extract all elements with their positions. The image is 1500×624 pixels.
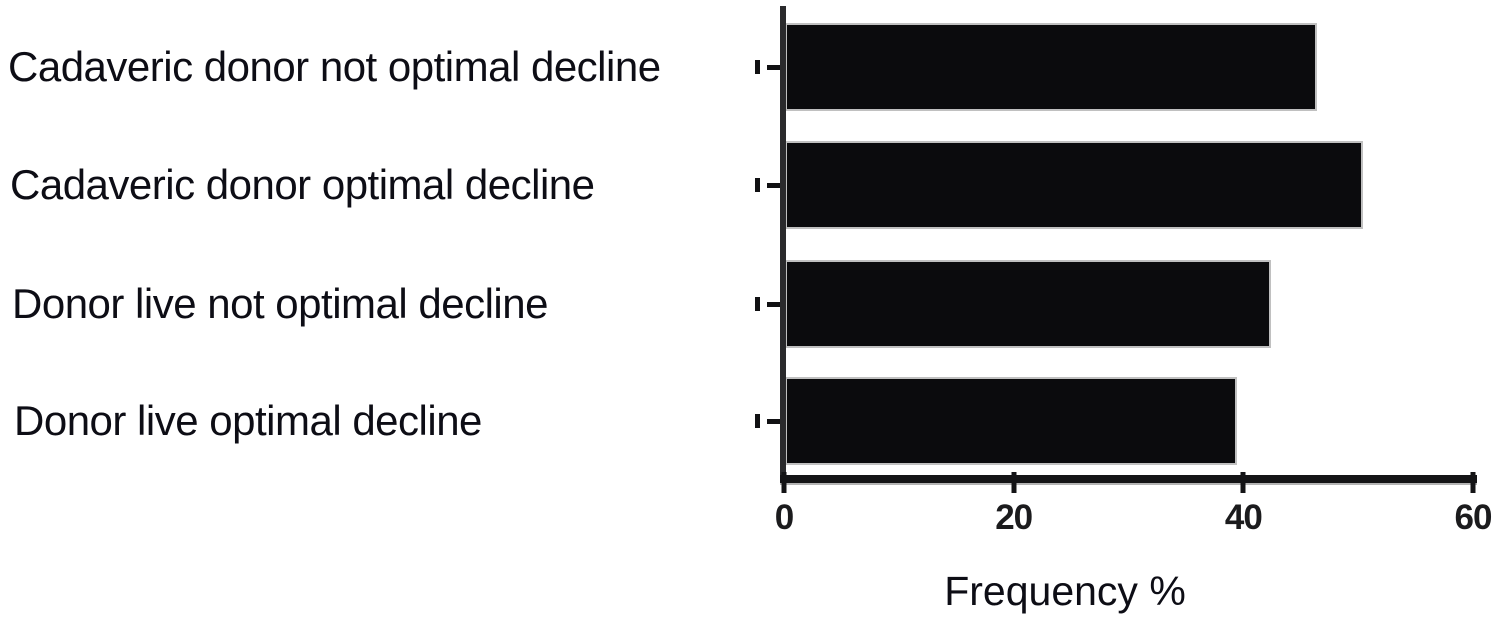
category-tick-cap (755, 60, 760, 74)
x-tick-0 (781, 472, 787, 493)
x-tick-label-60: 60 (1454, 498, 1493, 537)
x-tick-label-40: 40 (1224, 498, 1263, 537)
category-tick-mark (767, 302, 781, 307)
category-label: Cadaveric donor not optimal decline (8, 43, 661, 90)
x-tick-20 (1011, 472, 1017, 493)
bar-1 (787, 25, 1315, 109)
x-tick-60 (1470, 472, 1476, 493)
bar-3 (787, 262, 1269, 346)
category-tick-mark (767, 183, 781, 188)
x-axis-line (780, 475, 1477, 483)
category-tick-mark (767, 419, 781, 424)
bar-4 (787, 379, 1235, 463)
x-tick-label-20: 20 (995, 498, 1033, 537)
category-label: Donor live not optimal decline (12, 280, 548, 327)
y-axis-line (780, 6, 786, 483)
category-tick-cap (755, 297, 760, 311)
category-tick-cap (755, 178, 760, 192)
category-label: Cadaveric donor optimal decline (10, 161, 595, 208)
bar-2 (787, 143, 1361, 227)
x-tick-40 (1240, 472, 1246, 493)
category-tick-cap (755, 414, 760, 428)
category-tick-mark (767, 65, 781, 70)
category-label: Donor live optimal decline (14, 397, 482, 444)
x-tick-label-0: 0 (774, 498, 794, 537)
x-axis-title: Frequency % (944, 568, 1186, 614)
